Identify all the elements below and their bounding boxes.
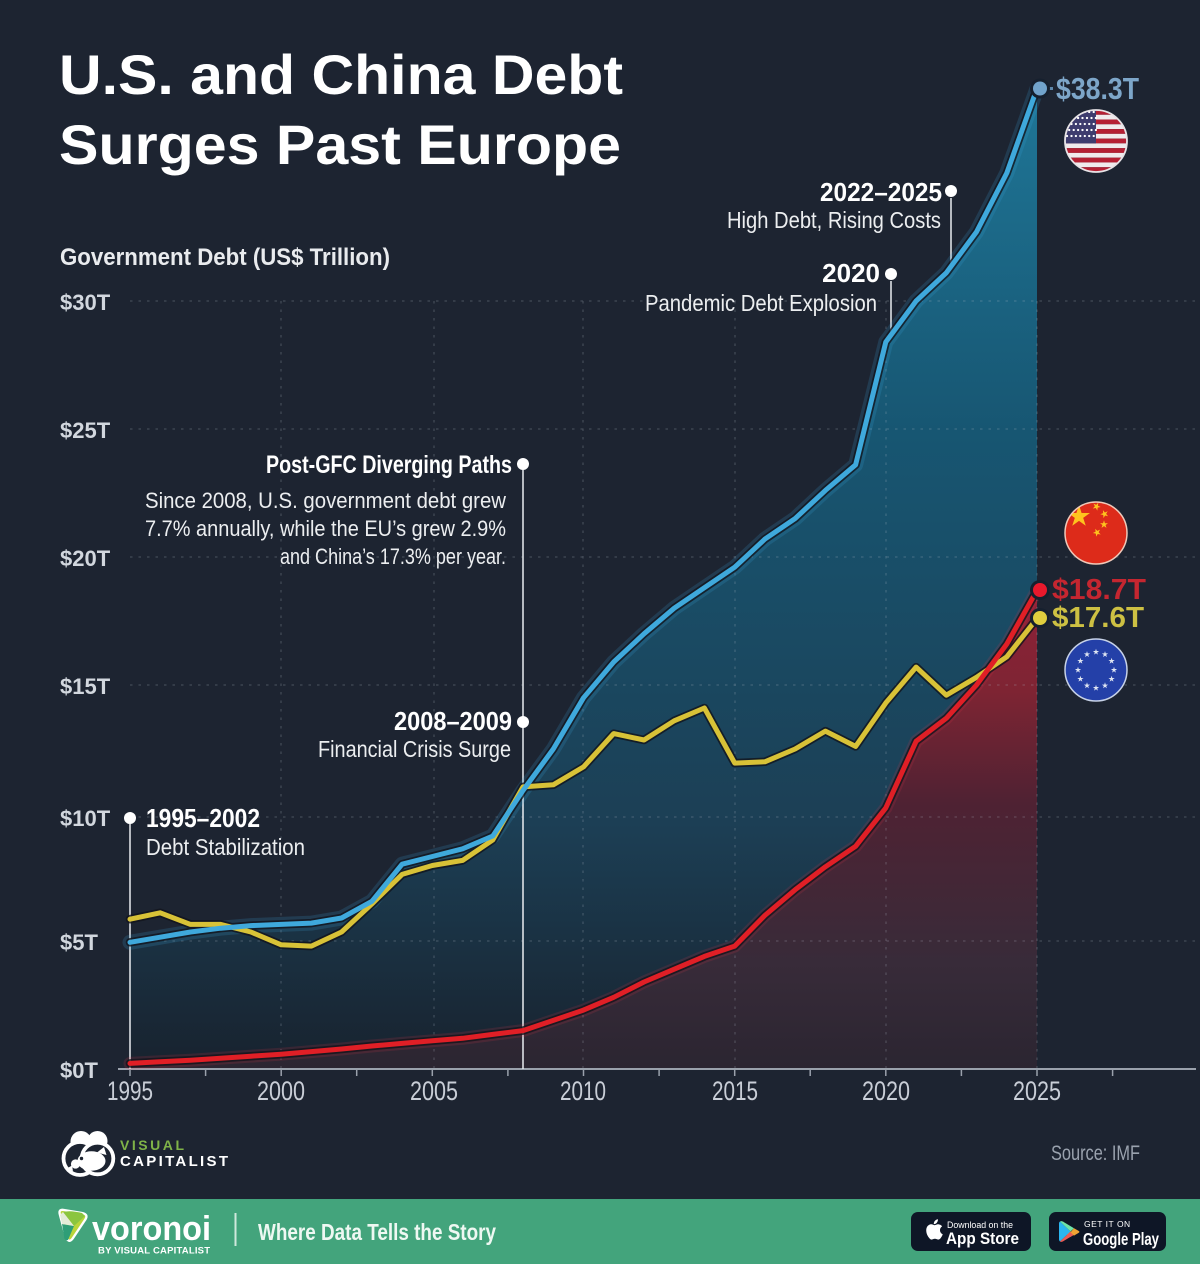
- svg-text:$0T: $0T: [60, 1058, 98, 1083]
- svg-text:1995: 1995: [107, 1076, 153, 1106]
- svg-text:and China’s 17.3% per year.: and China’s 17.3% per year.: [280, 544, 506, 569]
- svg-text:2008–2009: 2008–2009: [394, 706, 512, 736]
- svg-text:High Debt, Rising Costs: High Debt, Rising Costs: [727, 207, 941, 233]
- svg-text:$20T: $20T: [60, 546, 111, 571]
- svg-text:$25T: $25T: [60, 418, 111, 443]
- svg-text:BY VISUAL CAPITALIST: BY VISUAL CAPITALIST: [98, 1246, 210, 1257]
- svg-text:2020: 2020: [862, 1076, 910, 1106]
- svg-text:$5T: $5T: [60, 930, 98, 955]
- svg-text:Where Data Tells the Story: Where Data Tells the Story: [258, 1219, 496, 1245]
- svg-text:Google Play: Google Play: [1083, 1229, 1159, 1249]
- svg-text:$17.6T: $17.6T: [1052, 602, 1144, 634]
- svg-text:Source: IMF: Source: IMF: [1051, 1141, 1140, 1165]
- svg-text:2022–2025: 2022–2025: [820, 177, 942, 207]
- svg-text:2025: 2025: [1013, 1076, 1061, 1106]
- svg-text:Debt Stabilization: Debt Stabilization: [146, 834, 305, 860]
- svg-text:$30T: $30T: [60, 290, 111, 315]
- svg-text:1995–2002: 1995–2002: [146, 803, 260, 833]
- svg-text:2020: 2020: [822, 258, 880, 288]
- svg-text:2010: 2010: [560, 1076, 606, 1106]
- svg-text:7.7% annually, while the EU’s: 7.7% annually, while the EU’s grew 2.9%: [145, 516, 506, 541]
- svg-text:App Store: App Store: [946, 1229, 1019, 1248]
- svg-text:GET IT ON: GET IT ON: [1084, 1219, 1131, 1229]
- svg-text:2005: 2005: [410, 1076, 458, 1106]
- svg-text:Government Debt (US$ Trillion): Government Debt (US$ Trillion): [60, 244, 390, 271]
- svg-text:2015: 2015: [712, 1076, 758, 1106]
- svg-text:$15T: $15T: [60, 674, 111, 699]
- svg-text:Download on the: Download on the: [947, 1220, 1013, 1230]
- svg-text:Post-GFC Diverging Paths: Post-GFC Diverging Paths: [266, 451, 512, 479]
- svg-text:Surges Past Europe: Surges Past Europe: [59, 113, 621, 176]
- svg-text:Pandemic Debt Explosion: Pandemic Debt Explosion: [645, 290, 877, 316]
- svg-text:Financial Crisis Surge: Financial Crisis Surge: [318, 736, 511, 762]
- svg-text:$18.7T: $18.7T: [1052, 574, 1146, 606]
- svg-text:U.S. and China Debt: U.S. and China Debt: [59, 43, 623, 106]
- svg-text:2000: 2000: [257, 1076, 305, 1106]
- svg-text:Since 2008, U.S. government de: Since 2008, U.S. government debt grew: [145, 488, 506, 513]
- svg-text:$38.3T: $38.3T: [1056, 71, 1139, 106]
- svg-text:$10T: $10T: [60, 806, 111, 831]
- svg-text:voronoi: voronoi: [92, 1210, 211, 1248]
